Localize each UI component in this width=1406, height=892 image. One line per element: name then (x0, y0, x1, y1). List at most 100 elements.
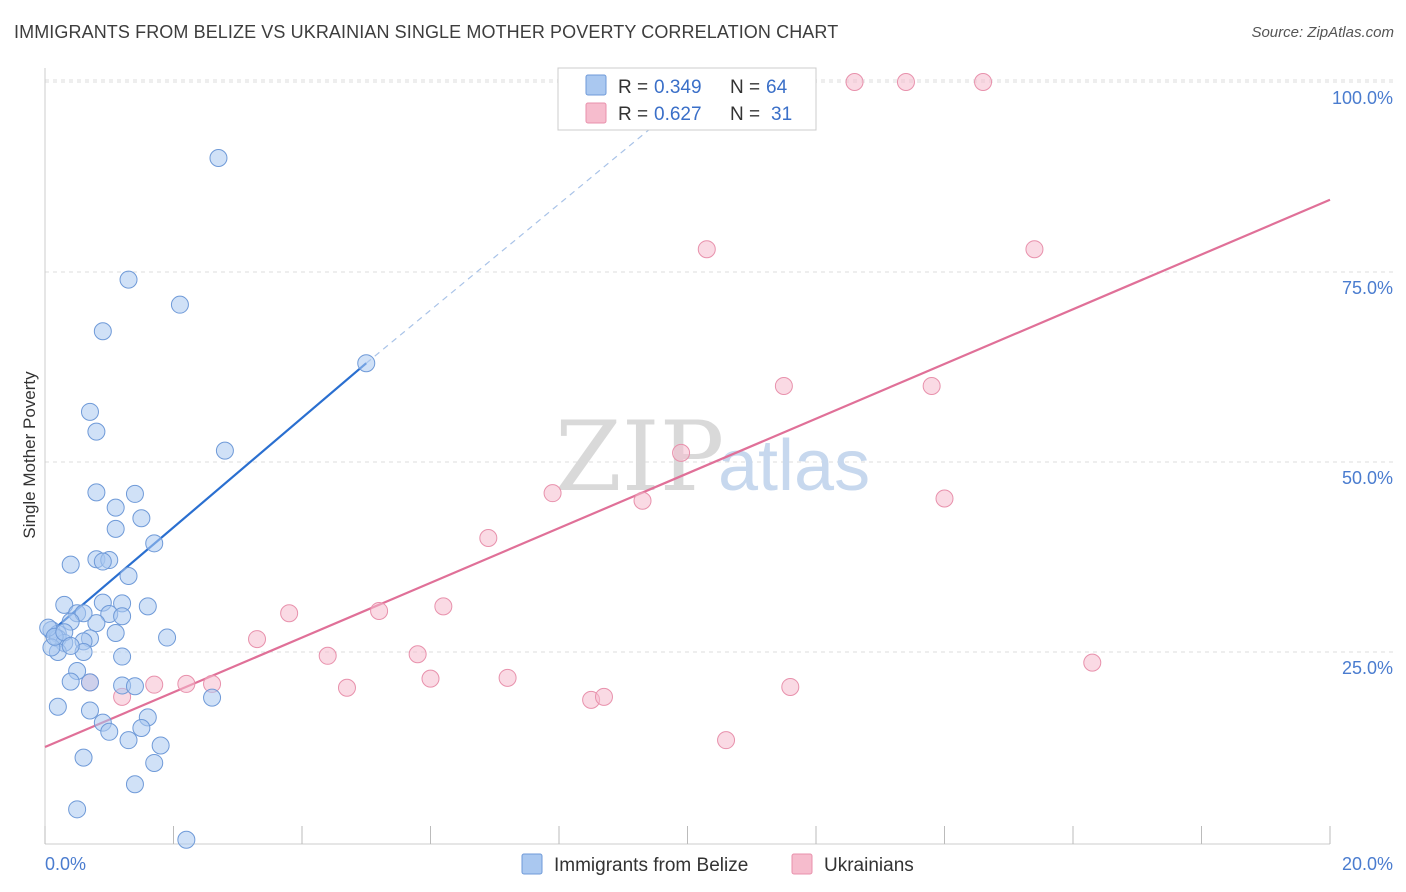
point-ukrainians-29 (1083, 653, 1102, 672)
point-belize-43 (125, 677, 144, 696)
point-belize-45 (48, 697, 67, 716)
point-ukrainians-27 (594, 687, 613, 706)
point-belize-44 (203, 688, 222, 707)
point-belize-57 (177, 830, 196, 849)
point-ukrainians-10 (935, 489, 954, 508)
point-ukrainians-16 (318, 646, 337, 665)
y-tick-label-75: 75.0% (1342, 278, 1393, 298)
point-ukrainians-30 (717, 731, 736, 750)
watermark: ZIP atlas (555, 401, 870, 513)
series-legend: Immigrants from Belize Ukrainians (521, 853, 914, 876)
legend-r-value-belize: 0.349 (654, 77, 702, 98)
point-belize-8 (125, 484, 144, 503)
point-ukrainians-7 (672, 443, 691, 462)
y-tick-label-100: 100.0% (1332, 88, 1393, 108)
point-belize-6 (215, 441, 234, 460)
point-belize-49 (100, 722, 119, 741)
x-tick-label-max: 20.0% (1342, 854, 1393, 874)
point-ukrainians-14 (434, 597, 453, 616)
point-belize-25 (113, 607, 132, 626)
x-tick-label-min: 0.0% (45, 854, 86, 874)
point-ukrainians-1 (896, 73, 915, 91)
legend-r-label-ukrainians: R = (618, 104, 648, 125)
source-credit: Source: ZipAtlas.com (1251, 24, 1394, 41)
point-ukrainians-9 (633, 491, 652, 510)
point-belize-33 (158, 628, 177, 647)
point-belize-52 (151, 736, 170, 755)
x-tick-labels: 0.0% 20.0% (45, 854, 1393, 874)
trend-solid-belize (44, 362, 367, 638)
point-ukrainians-17 (408, 645, 427, 664)
trend-line-belize (44, 81, 708, 638)
series-legend-swatch-belize (521, 853, 543, 875)
points-ukrainians (80, 73, 1102, 750)
point-belize-5 (87, 422, 106, 441)
point-ukrainians-8 (543, 484, 562, 503)
trend-line-ukrainians (44, 198, 1331, 749)
legend-r-label-belize: R = (618, 77, 648, 98)
point-belize-40 (61, 672, 80, 691)
point-belize-4 (80, 402, 99, 421)
point-belize-38 (113, 647, 132, 666)
point-belize-24 (87, 614, 106, 633)
point-belize-15 (61, 555, 80, 574)
point-ukrainians-2 (974, 73, 993, 91)
point-belize-51 (119, 731, 138, 750)
series-legend-label-belize: Immigrants from Belize (554, 855, 748, 876)
point-belize-2 (170, 295, 189, 314)
legend-swatch-ukrainians (585, 102, 607, 124)
point-belize-55 (125, 775, 144, 794)
point-ukrainians-24 (337, 678, 356, 697)
y-tick-label-25: 25.0% (1342, 658, 1393, 678)
point-belize-0 (209, 149, 228, 167)
point-belize-56 (68, 800, 87, 819)
point-ukrainians-12 (370, 601, 389, 620)
points-belize (39, 149, 376, 849)
point-belize-26 (74, 604, 93, 623)
point-ukrainians-0 (845, 73, 864, 91)
point-ukrainians-18 (421, 669, 440, 688)
point-belize-46 (80, 701, 99, 720)
point-ukrainians-19 (498, 668, 517, 687)
point-belize-9 (106, 498, 125, 517)
stats-legend: R = 0.349 N = 64 R = 0.627 N = 31 (557, 67, 817, 131)
point-belize-16 (93, 552, 112, 571)
point-ukrainians-5 (774, 377, 793, 395)
point-belize-17 (119, 567, 138, 585)
series-legend-swatch-ukrainians (791, 853, 813, 875)
point-belize-63 (357, 354, 376, 373)
point-belize-50 (132, 719, 151, 737)
point-belize-62 (61, 636, 80, 655)
point-ukrainians-28 (781, 677, 800, 696)
point-ukrainians-23 (145, 675, 164, 694)
point-belize-20 (55, 595, 74, 614)
trend-solid-ukrainians (44, 198, 1331, 749)
legend-n-label-belize: N = (730, 77, 760, 98)
point-ukrainians-21 (177, 674, 196, 693)
watermark-atlas: atlas (718, 426, 870, 506)
series-legend-label-ukrainians: Ukrainians (824, 855, 914, 876)
point-belize-30 (106, 624, 125, 642)
legend-r-value-ukrainians: 0.627 (654, 104, 702, 125)
y-axis-label: Single Mother Poverty (20, 371, 39, 539)
point-belize-10 (132, 509, 151, 528)
point-ukrainians-13 (280, 604, 299, 623)
point-ukrainians-11 (479, 529, 498, 547)
point-belize-53 (74, 748, 93, 767)
y-tick-label-50: 50.0% (1342, 468, 1393, 488)
point-belize-3 (93, 322, 112, 341)
legend-n-value-ukrainians: 31 (771, 104, 792, 125)
point-belize-54 (145, 753, 164, 772)
point-ukrainians-3 (697, 240, 716, 259)
legend-n-value-belize: 64 (766, 77, 788, 98)
point-ukrainians-15 (248, 630, 267, 649)
point-belize-11 (106, 519, 125, 538)
chart-title: IMMIGRANTS FROM BELIZE VS UKRAINIAN SING… (14, 22, 839, 42)
point-belize-41 (80, 673, 99, 692)
point-belize-21 (138, 597, 157, 616)
point-belize-7 (87, 483, 106, 502)
grid-lines (45, 79, 1395, 653)
point-belize-1 (119, 270, 138, 289)
legend-swatch-belize (585, 74, 607, 96)
